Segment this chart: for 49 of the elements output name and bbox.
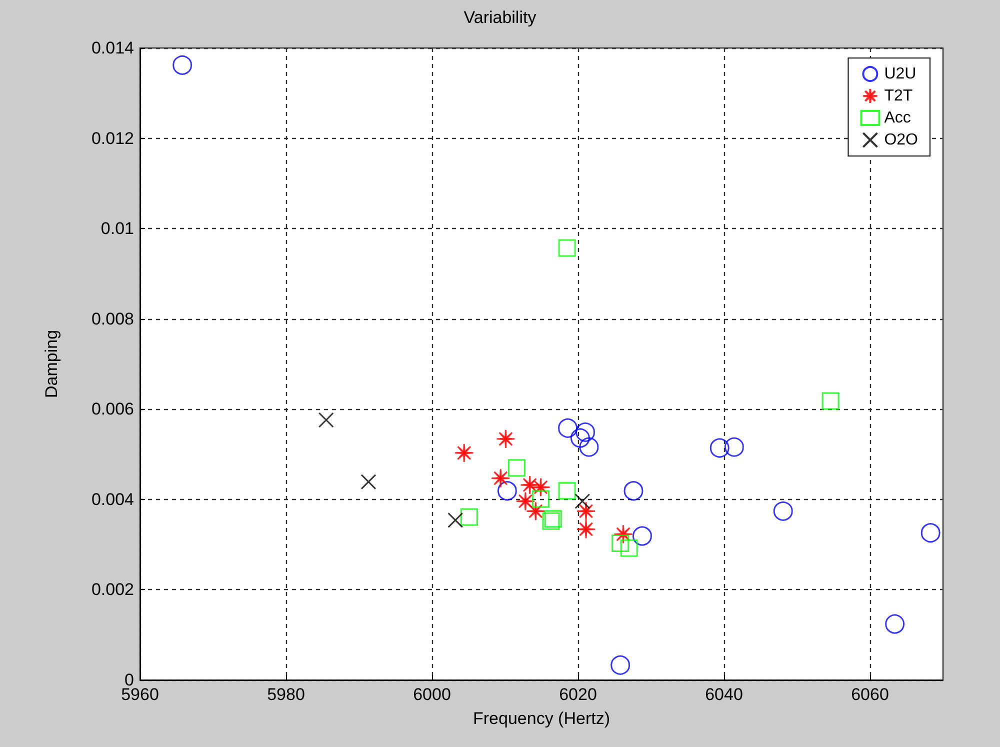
point [558,418,578,438]
x-tick-label: 6040 [705,685,743,704]
point [620,539,638,557]
point [579,437,599,457]
point [570,428,590,448]
y-tick-label: 0.002 [91,580,134,600]
point [610,655,630,675]
point [710,438,730,458]
legend-label: U2U [884,66,916,82]
chart-title: Variability [464,8,537,27]
point [497,481,517,501]
legend-label: O2O [884,132,918,148]
legend-label: Acc [884,110,911,126]
legend-label: T2T [884,88,913,104]
point [576,519,596,539]
point [822,392,840,410]
y-tick-label: 0.01 [100,219,134,238]
point [318,412,334,428]
point [558,482,576,500]
point [508,459,526,477]
point [724,437,744,457]
point [558,239,576,257]
point [624,481,644,501]
point [490,468,510,488]
point [448,512,464,528]
y-tick-label: 0.008 [91,309,134,328]
y-tick-label: 0.006 [91,400,134,419]
x-tick-label: 6020 [559,685,597,704]
point [773,501,793,521]
y-tick-label: 0.004 [91,490,134,509]
point [920,523,940,543]
x-axis-title: Frequency (Hertz) [473,709,610,728]
x-tick-label: 5980 [267,685,305,704]
point [460,508,478,526]
point [885,614,905,634]
point [496,429,516,449]
point [172,55,192,75]
x-tick-label: 6060 [851,685,889,704]
point [574,493,590,509]
point [532,490,550,508]
point [454,443,474,463]
point [632,526,652,546]
y-tick-label: 0.012 [91,128,134,148]
y-axis-title: Damping [42,330,61,398]
x-tick-label: 6000 [413,685,451,704]
point [360,474,376,490]
y-tick-label: 0.014 [91,38,134,58]
point [576,422,596,442]
point [612,534,630,552]
